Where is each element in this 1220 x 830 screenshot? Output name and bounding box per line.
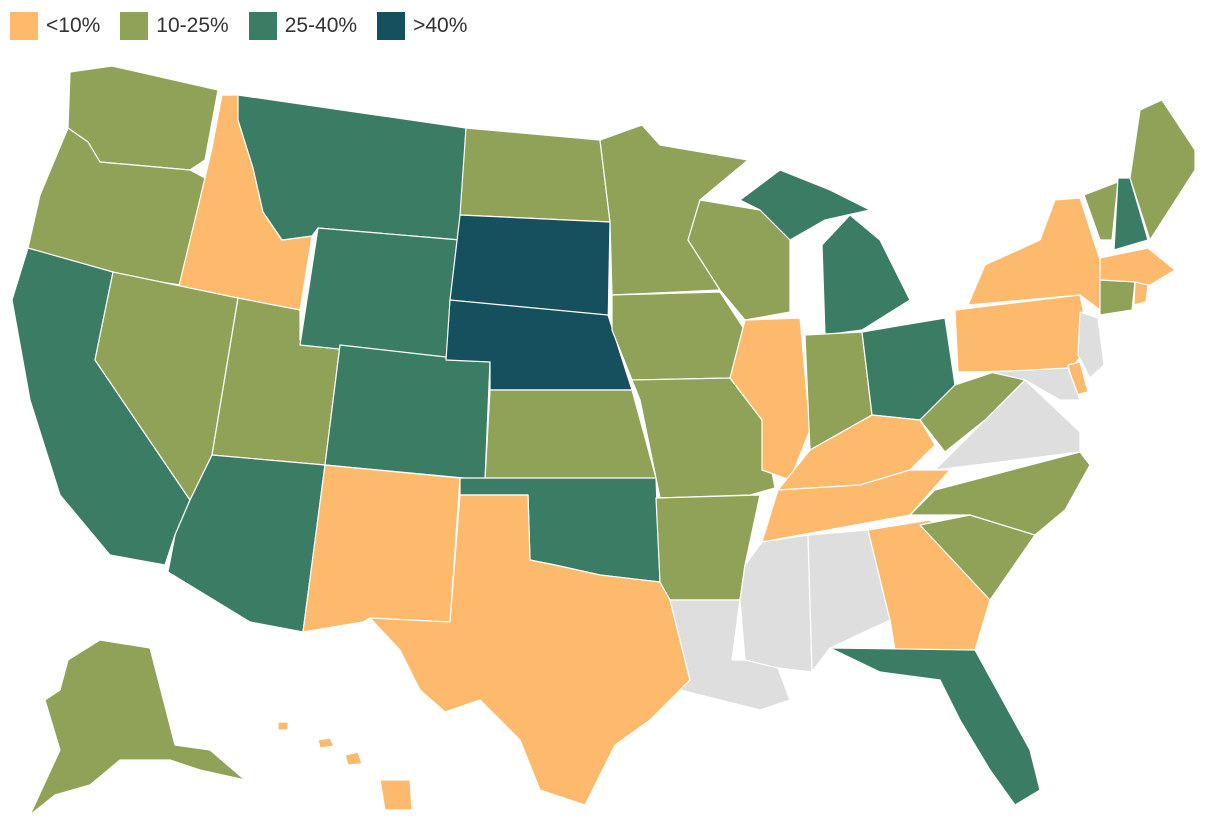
state-al[interactable] [807, 529, 891, 673]
state-me[interactable] [1129, 99, 1196, 241]
state-la[interactable] [669, 599, 791, 711]
state-hi[interactable] [277, 721, 413, 811]
state-md[interactable] [989, 367, 1081, 401]
state-vt[interactable] [1083, 181, 1119, 241]
state-ma[interactable] [1099, 247, 1176, 286]
legend-swatch [248, 12, 277, 40]
state-ak[interactable] [29, 639, 246, 816]
state-mt[interactable] [237, 94, 467, 241]
legend-swatch [377, 12, 406, 40]
state-ri[interactable] [1133, 281, 1149, 306]
state-tx[interactable] [369, 494, 691, 806]
state-nc[interactable] [909, 451, 1091, 536]
state-il[interactable] [729, 317, 811, 481]
state-wy[interactable] [299, 227, 461, 361]
state-ct[interactable] [1099, 279, 1136, 316]
map-legend: <10% 10-25% 25-40% >40% [10, 12, 467, 40]
state-ms[interactable] [739, 534, 813, 673]
state-ny[interactable] [967, 197, 1101, 311]
state-nj[interactable] [1077, 311, 1105, 379]
state-ia[interactable] [611, 291, 751, 381]
legend-label: 25-40% [284, 14, 358, 37]
state-ks[interactable] [484, 389, 657, 481]
state-fl[interactable] [829, 647, 1041, 806]
legend-item-10-25: 10-25% [120, 12, 229, 40]
state-co[interactable] [324, 344, 491, 481]
state-va[interactable] [934, 379, 1081, 471]
legend-label: 10-25% [156, 14, 229, 37]
legend-label: <10% [46, 14, 101, 37]
legend-label: >40% [413, 14, 468, 37]
legend-item-25-40: 25-40% [248, 12, 358, 40]
state-nm[interactable] [302, 464, 461, 633]
legend-swatch [10, 12, 38, 40]
legend-item-over-40: >40% [377, 12, 467, 40]
legend-item-under-10: <10% [10, 12, 100, 40]
state-nd[interactable] [459, 127, 611, 223]
legend-swatch [120, 12, 149, 40]
state-nh[interactable] [1113, 177, 1149, 251]
state-pa[interactable] [954, 294, 1091, 373]
